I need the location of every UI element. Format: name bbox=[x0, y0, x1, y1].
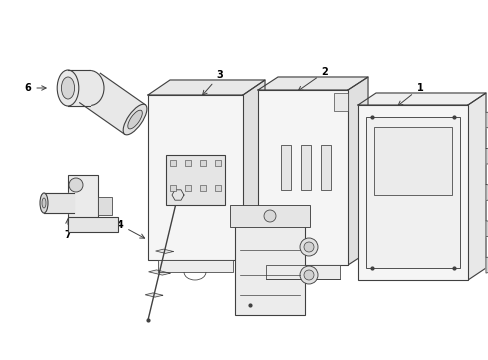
Polygon shape bbox=[347, 77, 367, 265]
Bar bbox=[281, 145, 290, 190]
Text: 3: 3 bbox=[202, 70, 223, 95]
Polygon shape bbox=[156, 249, 173, 253]
Polygon shape bbox=[258, 77, 367, 90]
Bar bbox=[165, 155, 224, 205]
Bar bbox=[68, 175, 98, 230]
Polygon shape bbox=[145, 293, 163, 297]
Ellipse shape bbox=[299, 238, 317, 256]
Ellipse shape bbox=[42, 198, 46, 208]
Bar bbox=[235, 225, 305, 315]
Polygon shape bbox=[148, 270, 170, 275]
Bar bbox=[200, 185, 205, 191]
Ellipse shape bbox=[76, 71, 104, 105]
Ellipse shape bbox=[304, 242, 313, 252]
Ellipse shape bbox=[40, 193, 48, 213]
Polygon shape bbox=[68, 70, 90, 106]
Bar bbox=[301, 145, 310, 190]
Bar bbox=[215, 185, 221, 191]
Text: 1: 1 bbox=[397, 83, 423, 105]
Bar bbox=[184, 160, 191, 166]
Ellipse shape bbox=[57, 70, 79, 106]
Bar bbox=[265, 265, 339, 279]
Polygon shape bbox=[148, 80, 264, 95]
Bar bbox=[148, 95, 243, 260]
Polygon shape bbox=[243, 80, 264, 260]
Bar bbox=[68, 217, 118, 232]
Polygon shape bbox=[357, 93, 485, 105]
Bar bbox=[365, 117, 459, 268]
Polygon shape bbox=[485, 184, 488, 201]
Bar bbox=[184, 185, 191, 191]
Bar bbox=[373, 127, 451, 195]
Polygon shape bbox=[485, 148, 488, 164]
Ellipse shape bbox=[299, 266, 317, 284]
Circle shape bbox=[264, 210, 275, 222]
Bar bbox=[98, 197, 112, 215]
Circle shape bbox=[69, 178, 83, 192]
Bar bbox=[229, 205, 309, 227]
Bar bbox=[258, 90, 347, 265]
Ellipse shape bbox=[61, 77, 75, 99]
Bar bbox=[333, 93, 347, 111]
Ellipse shape bbox=[127, 110, 142, 129]
Ellipse shape bbox=[304, 270, 313, 280]
Text: 2: 2 bbox=[298, 67, 328, 91]
Text: 6: 6 bbox=[24, 83, 46, 93]
Polygon shape bbox=[485, 112, 488, 128]
Polygon shape bbox=[44, 193, 74, 213]
Text: 4: 4 bbox=[116, 220, 144, 238]
Text: 7: 7 bbox=[64, 219, 71, 240]
Text: 5: 5 bbox=[311, 240, 333, 252]
Polygon shape bbox=[80, 73, 145, 134]
Bar bbox=[170, 160, 176, 166]
Bar bbox=[357, 105, 467, 280]
Bar bbox=[158, 260, 232, 272]
Polygon shape bbox=[172, 190, 183, 200]
Polygon shape bbox=[467, 93, 485, 280]
Bar bbox=[215, 160, 221, 166]
Polygon shape bbox=[485, 257, 488, 273]
Bar bbox=[320, 145, 330, 190]
Bar bbox=[200, 160, 205, 166]
Polygon shape bbox=[485, 221, 488, 237]
Ellipse shape bbox=[123, 104, 146, 135]
Bar bbox=[170, 185, 176, 191]
